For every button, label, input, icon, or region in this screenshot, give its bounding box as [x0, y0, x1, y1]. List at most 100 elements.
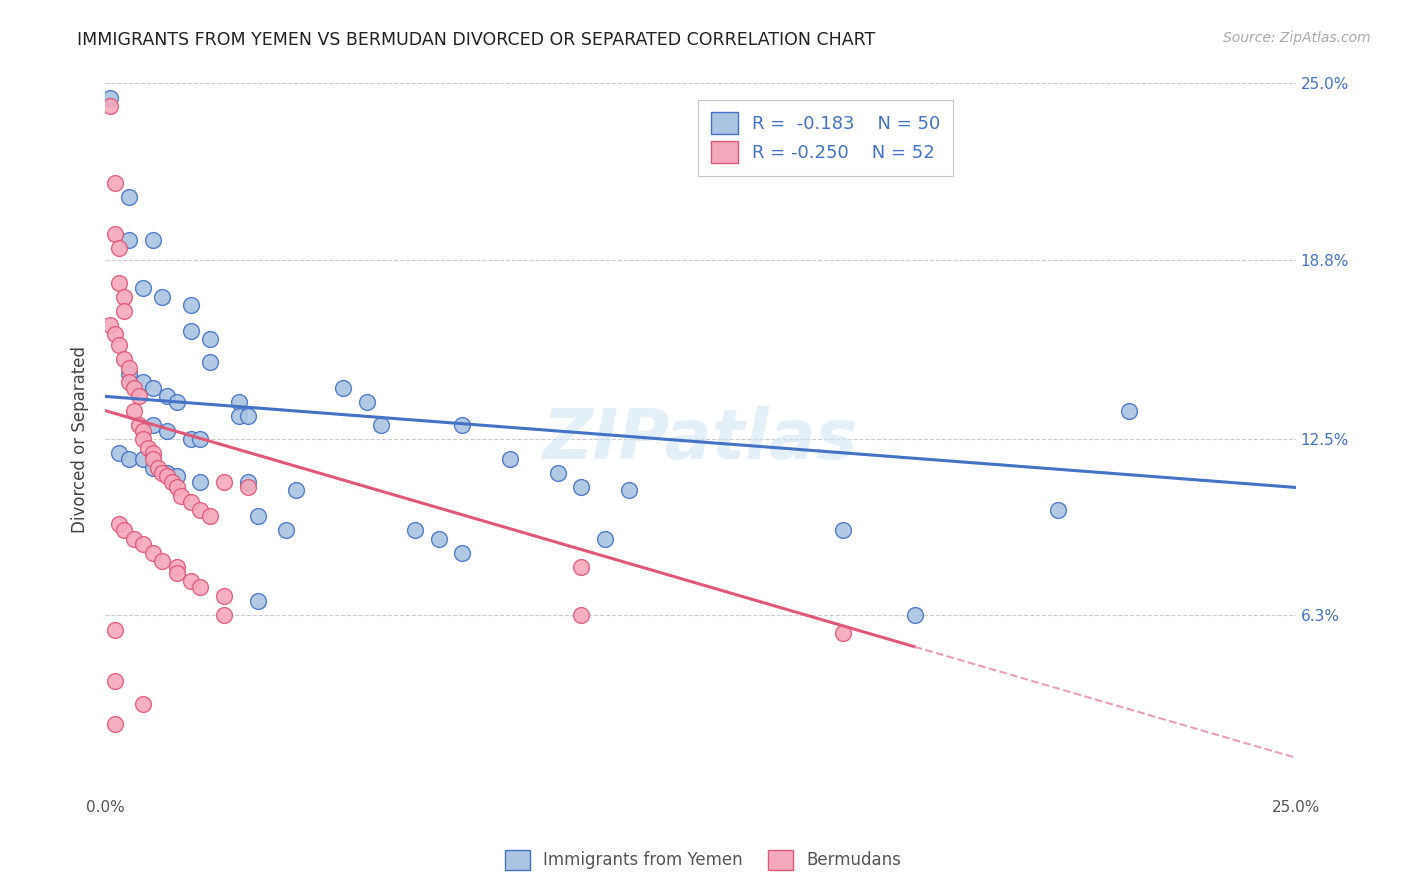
- Point: [132, 281, 155, 295]
- Point: [104, 623, 127, 637]
- Point: [166, 469, 188, 483]
- Point: [156, 389, 179, 403]
- Point: [236, 480, 259, 494]
- Point: [190, 475, 212, 489]
- Point: [104, 227, 127, 242]
- Point: [427, 532, 450, 546]
- Point: [1046, 503, 1069, 517]
- Point: [198, 355, 221, 369]
- Point: [569, 560, 592, 574]
- Point: [132, 375, 155, 389]
- Point: [132, 424, 155, 438]
- Point: [118, 190, 141, 204]
- Point: [166, 395, 188, 409]
- Point: [142, 417, 165, 432]
- Point: [180, 298, 202, 312]
- Point: [112, 304, 135, 318]
- Point: [112, 290, 135, 304]
- Point: [166, 560, 188, 574]
- Point: [569, 480, 592, 494]
- Point: [904, 608, 927, 623]
- Point: [108, 242, 131, 256]
- Point: [156, 424, 179, 438]
- Point: [180, 494, 202, 508]
- Point: [128, 417, 150, 432]
- Point: [122, 381, 145, 395]
- Point: [112, 523, 135, 537]
- Point: [236, 409, 259, 424]
- Text: Source: ZipAtlas.com: Source: ZipAtlas.com: [1223, 31, 1371, 45]
- Point: [212, 589, 235, 603]
- Text: IMMIGRANTS FROM YEMEN VS BERMUDAN DIVORCED OR SEPARATED CORRELATION CHART: IMMIGRANTS FROM YEMEN VS BERMUDAN DIVORC…: [77, 31, 876, 49]
- Point: [370, 417, 392, 432]
- Point: [246, 508, 269, 523]
- Point: [142, 452, 165, 467]
- Point: [170, 489, 193, 503]
- Point: [142, 381, 165, 395]
- Point: [132, 432, 155, 446]
- Point: [451, 546, 474, 560]
- Point: [118, 360, 141, 375]
- Legend: R =  -0.183    N = 50, R = -0.250    N = 52: R = -0.183 N = 50, R = -0.250 N = 52: [699, 100, 953, 176]
- Point: [136, 441, 159, 455]
- Point: [284, 483, 307, 498]
- Point: [832, 625, 855, 640]
- Point: [104, 326, 127, 341]
- Point: [98, 318, 121, 333]
- Point: [132, 452, 155, 467]
- Point: [212, 475, 235, 489]
- Point: [128, 389, 150, 403]
- Point: [98, 90, 121, 104]
- Point: [156, 467, 179, 481]
- Point: [150, 467, 173, 481]
- Point: [104, 673, 127, 688]
- Point: [166, 480, 188, 494]
- Point: [112, 352, 135, 367]
- Point: [332, 381, 354, 395]
- Point: [569, 608, 592, 623]
- Point: [190, 503, 212, 517]
- Point: [122, 532, 145, 546]
- Point: [356, 395, 378, 409]
- Point: [108, 276, 131, 290]
- Point: [228, 395, 250, 409]
- Y-axis label: Divorced or Separated: Divorced or Separated: [72, 345, 89, 533]
- Point: [180, 432, 202, 446]
- Point: [236, 475, 259, 489]
- Point: [108, 517, 131, 532]
- Point: [104, 176, 127, 190]
- Point: [451, 417, 474, 432]
- Point: [499, 452, 522, 467]
- Text: ZIPatlas: ZIPatlas: [543, 406, 858, 473]
- Point: [150, 290, 173, 304]
- Point: [404, 523, 426, 537]
- Point: [132, 697, 155, 711]
- Point: [118, 375, 141, 389]
- Point: [190, 432, 212, 446]
- Point: [198, 508, 221, 523]
- Point: [160, 475, 183, 489]
- Point: [156, 469, 179, 483]
- Point: [228, 409, 250, 424]
- Point: [118, 233, 141, 247]
- Point: [1118, 403, 1140, 417]
- Point: [142, 460, 165, 475]
- Point: [593, 532, 616, 546]
- Point: [832, 523, 855, 537]
- Point: [198, 333, 221, 347]
- Point: [104, 716, 127, 731]
- Point: [190, 580, 212, 594]
- Point: [118, 452, 141, 467]
- Point: [246, 594, 269, 608]
- Point: [132, 537, 155, 551]
- Point: [142, 446, 165, 460]
- Point: [108, 338, 131, 352]
- Point: [180, 574, 202, 589]
- Point: [118, 367, 141, 381]
- Point: [108, 446, 131, 460]
- Point: [122, 403, 145, 417]
- Point: [166, 566, 188, 580]
- Legend: Immigrants from Yemen, Bermudans: Immigrants from Yemen, Bermudans: [498, 843, 908, 877]
- Point: [617, 483, 640, 498]
- Point: [276, 523, 298, 537]
